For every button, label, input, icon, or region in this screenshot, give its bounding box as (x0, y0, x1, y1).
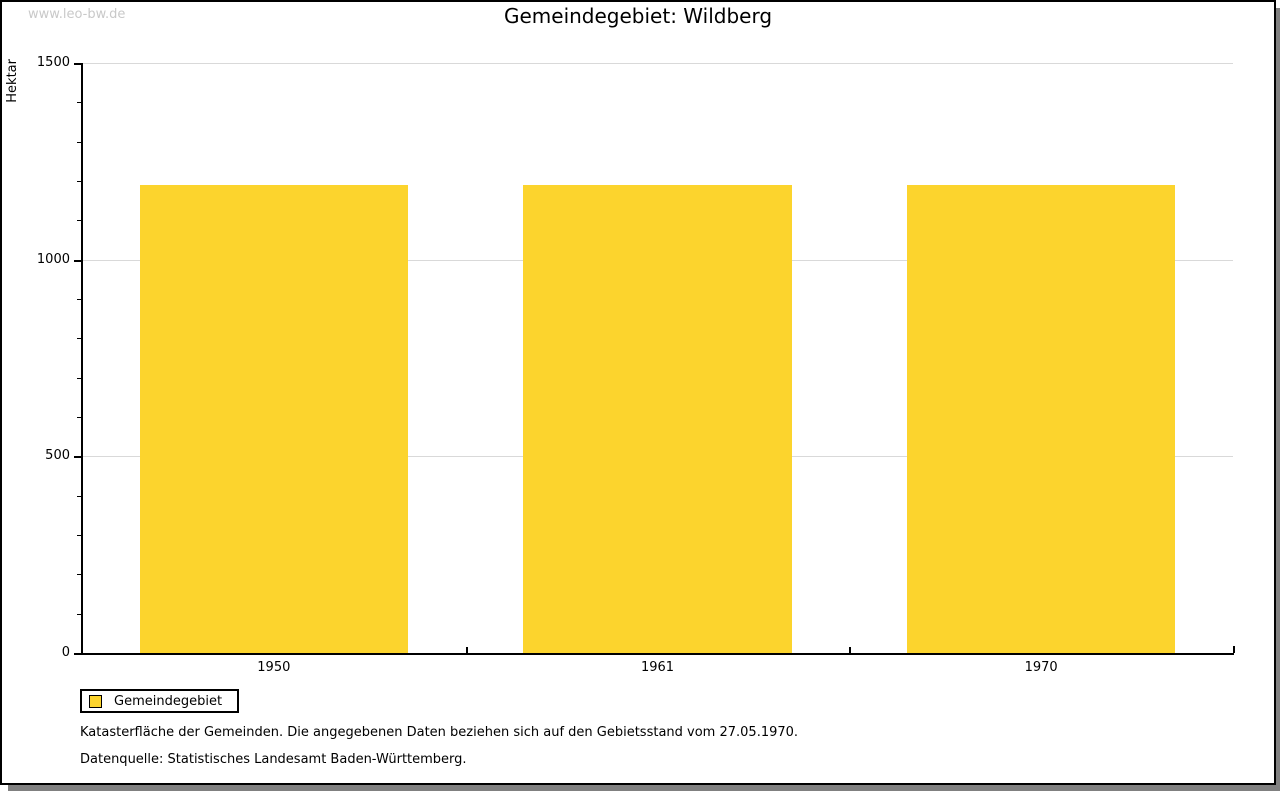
x-separator-tick (465, 647, 468, 653)
x-tick-label-1961: 1961 (640, 660, 675, 675)
y-minor-tick (77, 181, 82, 182)
x-axis (81, 653, 1234, 655)
y-major-tick (74, 259, 82, 262)
y-major-tick (74, 63, 82, 65)
x-separator-tick (849, 647, 852, 653)
gridline-1500 (83, 63, 1233, 64)
y-minor-tick (77, 495, 82, 497)
y-minor-tick (77, 377, 82, 379)
y-minor-tick (77, 417, 82, 418)
watermark: www.leo-bw.de (28, 7, 126, 22)
y-axis (81, 63, 83, 655)
x-tick-label-1950: 1950 (257, 660, 291, 675)
bar-1961 (523, 184, 792, 653)
legend-swatch (89, 694, 102, 708)
chart-title: Gemeindegebiet: Wildberg (503, 4, 773, 28)
y-major-tick (74, 456, 82, 459)
y-minor-tick (77, 220, 82, 222)
y-tick-label: 0 (61, 645, 70, 660)
y-major-tick (74, 653, 82, 655)
bar-1950 (139, 184, 409, 653)
y-tick-label: 1000 (36, 251, 70, 267)
legend-label: Gemeindegebiet (114, 693, 223, 709)
y-minor-tick (77, 141, 82, 143)
legend: Gemeindegebiet (80, 689, 240, 713)
footnote-description: Katasterfläche der Gemeinden. Die angege… (80, 725, 799, 740)
y-minor-tick (77, 338, 82, 340)
y-tick-label: 1500 (36, 55, 70, 70)
y-minor-tick (77, 535, 82, 536)
y-tick-label: 500 (45, 448, 70, 464)
footnote-source: Datenquelle: Statistisches Landesamt Bad… (80, 752, 467, 767)
y-minor-tick (77, 613, 82, 615)
x-tick-label-1970: 1970 (1024, 660, 1058, 675)
y-minor-tick (77, 102, 82, 104)
y-minor-tick (77, 574, 82, 576)
x-axis-end-tick (1233, 646, 1235, 653)
bar-1970 (906, 184, 1176, 653)
y-minor-tick (77, 299, 82, 300)
